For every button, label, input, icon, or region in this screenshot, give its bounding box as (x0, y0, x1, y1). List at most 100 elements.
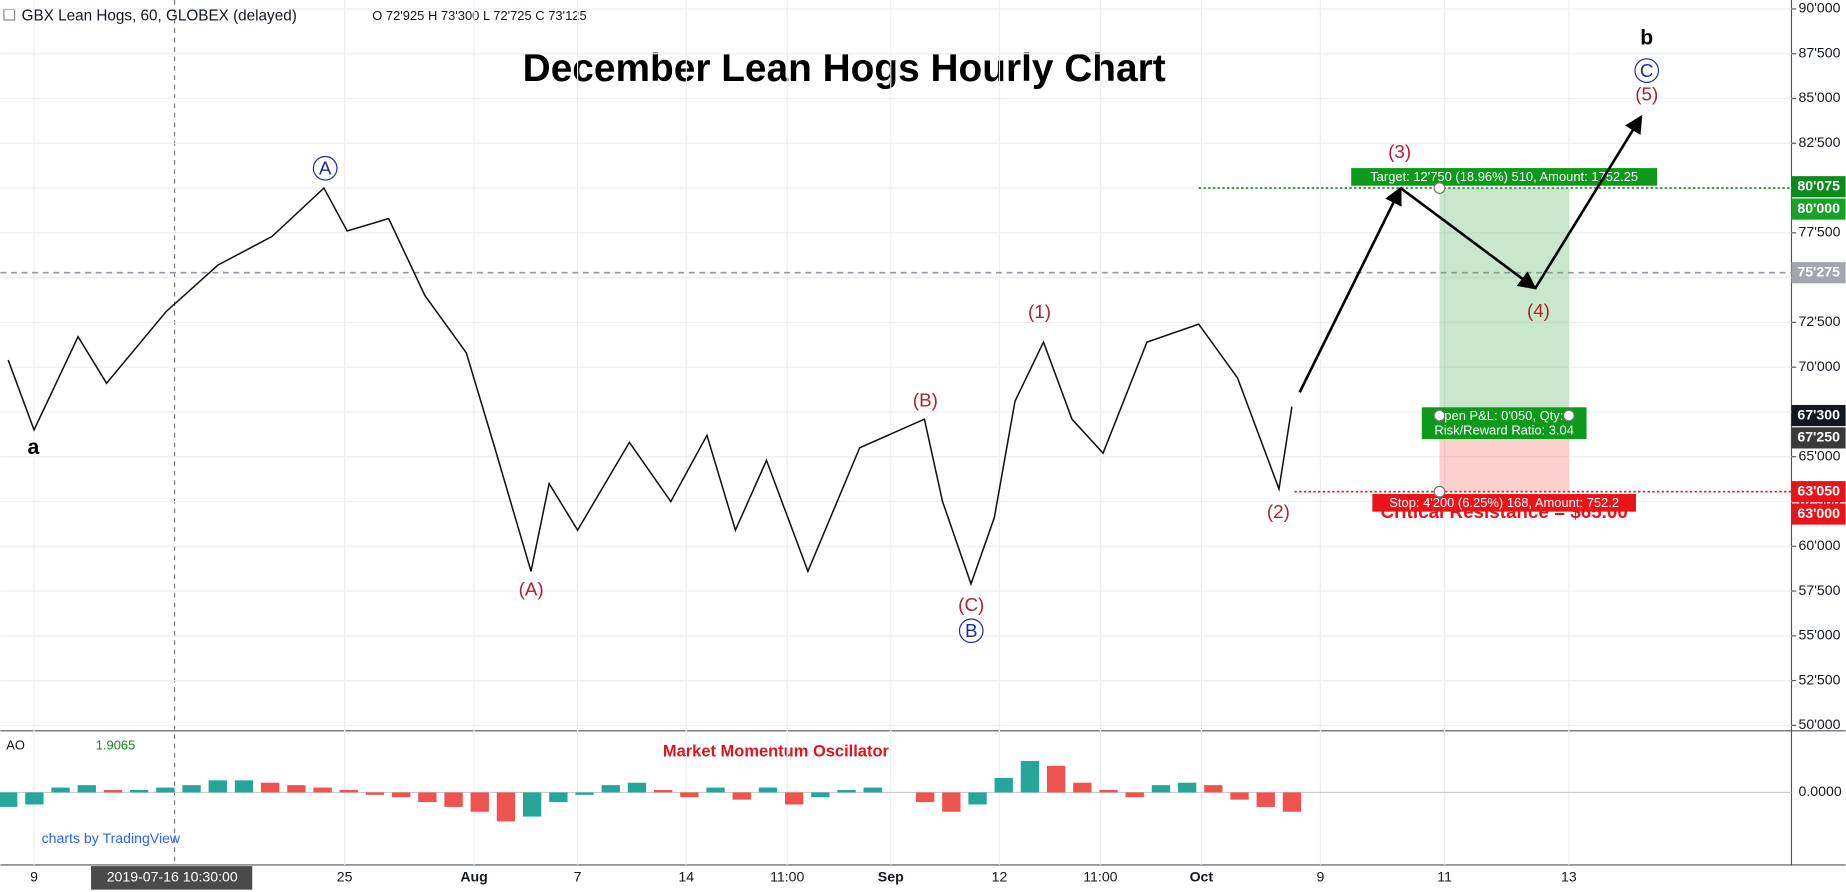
wave-label: (A) (519, 579, 544, 600)
ohlc: O 72'925 H 73'300 L 72'725 C 73'125 (372, 8, 586, 23)
watermark[interactable]: charts by TradingView (42, 830, 181, 846)
osc-bar (260, 782, 280, 793)
osc-bar (732, 792, 751, 800)
x-tick-label: 25 (337, 869, 353, 885)
y-tick-label: 60'000 (1799, 537, 1841, 553)
pnl-text: Open P&L: 0'050, Qty: 9 (1434, 408, 1574, 423)
osc-bar (522, 792, 542, 817)
osc-bar (365, 792, 385, 795)
osc-bar (942, 792, 961, 812)
symbol[interactable]: GBX Lean Hogs, 60, GLOBEX (delayed) (22, 8, 297, 25)
x-tick-label: 11:00 (770, 869, 804, 885)
handle (1562, 409, 1575, 422)
osc-bar (1256, 792, 1275, 807)
osc-tick-label: 0.0000 (1799, 783, 1842, 799)
wave-circle (312, 155, 338, 181)
osc-bar (653, 789, 673, 793)
x-tick-label: 12 (992, 869, 1008, 885)
osc-bar (1099, 789, 1118, 793)
wave-label: (2) (1267, 501, 1290, 522)
wave-label: C (1640, 60, 1654, 81)
projection-arrow (1399, 187, 1537, 290)
osc-bar (1073, 782, 1092, 793)
y-tick-label: 57'500 (1799, 582, 1841, 598)
osc-bar (103, 789, 123, 793)
osc-bar (418, 792, 437, 803)
wave-circle (958, 618, 984, 644)
x-tick-label: 7 (574, 869, 582, 885)
projection-arrow (1298, 186, 1402, 393)
price-tag (1791, 427, 1846, 449)
price-tag (1791, 503, 1846, 525)
osc-last: 1.9065 (96, 738, 136, 753)
wave-label: (B) (913, 389, 938, 410)
osc-bar (994, 777, 1013, 793)
osc-bar (706, 787, 725, 793)
price-tag (1791, 198, 1846, 220)
target-zone (1439, 188, 1569, 416)
price-tag-label: 67'250 (1797, 429, 1840, 445)
y-tick-label: 85'000 (1799, 89, 1841, 105)
price-tag-label: 75'275 (1797, 263, 1840, 279)
handle (1433, 485, 1446, 498)
x-tick-label: 11 (1437, 869, 1452, 885)
osc-bar (496, 792, 516, 822)
y-tick-label: 82'500 (1799, 134, 1841, 150)
osc-bar (1177, 782, 1197, 793)
osc-bar (627, 782, 647, 793)
osc-bar (129, 789, 149, 793)
osc-bar (77, 785, 96, 793)
y-tick-label: 52'500 (1799, 671, 1841, 687)
stop-text: Stop: 4'200 (6.25%) 168, Amount: 752.2 (1389, 495, 1619, 510)
osc-bar (863, 787, 882, 793)
wave-label: B (965, 620, 978, 641)
osc-bar (1151, 785, 1171, 793)
osc-name: AO (6, 738, 25, 753)
wave-label: A (319, 157, 332, 178)
price-tag-label: 80'075 (1797, 177, 1840, 193)
osc-bar (25, 792, 44, 805)
osc-bar (837, 789, 856, 793)
y-tick-label: 77'500 (1799, 224, 1841, 240)
target-tag (1351, 168, 1658, 186)
osc-bar (208, 780, 227, 793)
y-tick-label: 70'000 (1799, 358, 1841, 374)
osc-bar (1020, 760, 1040, 793)
y-tick-label: 55'000 (1799, 627, 1841, 643)
price-tag (1791, 176, 1846, 198)
osc-bar (968, 792, 987, 805)
osc-bar (182, 785, 201, 793)
wave-label: (4) (1527, 300, 1550, 321)
handle (1433, 182, 1446, 194)
osc-bar (915, 792, 935, 803)
osc-bar (287, 785, 306, 793)
target-text: Target: 12'750 (18.96%) 510, Amount: 175… (1370, 169, 1638, 184)
price-tag-label: 80'000 (1797, 200, 1840, 216)
osc-bar (234, 780, 254, 793)
x-tick-label: 9 (1316, 869, 1324, 885)
price-tag (1791, 262, 1846, 284)
x-tick-label: 14 (678, 869, 694, 885)
y-tick-label: 65'000 (1799, 447, 1841, 463)
osc-bar (680, 792, 699, 798)
price-tag-label: 63'050 (1797, 482, 1840, 498)
osc-bar (1230, 792, 1249, 800)
stop-tag (1372, 494, 1636, 512)
price-tag-label: 67'300 (1797, 406, 1840, 422)
osc-bar (156, 787, 175, 793)
wave-label: (1) (1028, 301, 1051, 322)
x-tick-label: 9 (30, 869, 38, 885)
x-tick-label: Aug (460, 869, 487, 885)
x-tick-label: Sep (878, 869, 904, 885)
wave-labels: a A (A) (B) (C) B (1) (2) (3) (4) (5) C … (27, 26, 1660, 644)
cursor-date-bg (91, 866, 253, 890)
price-line (7, 186, 1293, 587)
osc-bar (444, 792, 463, 807)
y-tick-label: 90'000 (1799, 0, 1841, 16)
y-tick-label: 87'500 (1799, 44, 1841, 60)
osc-bar (470, 792, 489, 812)
wave-label: (3) (1388, 141, 1411, 162)
ratio-text: Risk/Reward Ratio: 3.04 (1434, 422, 1574, 437)
